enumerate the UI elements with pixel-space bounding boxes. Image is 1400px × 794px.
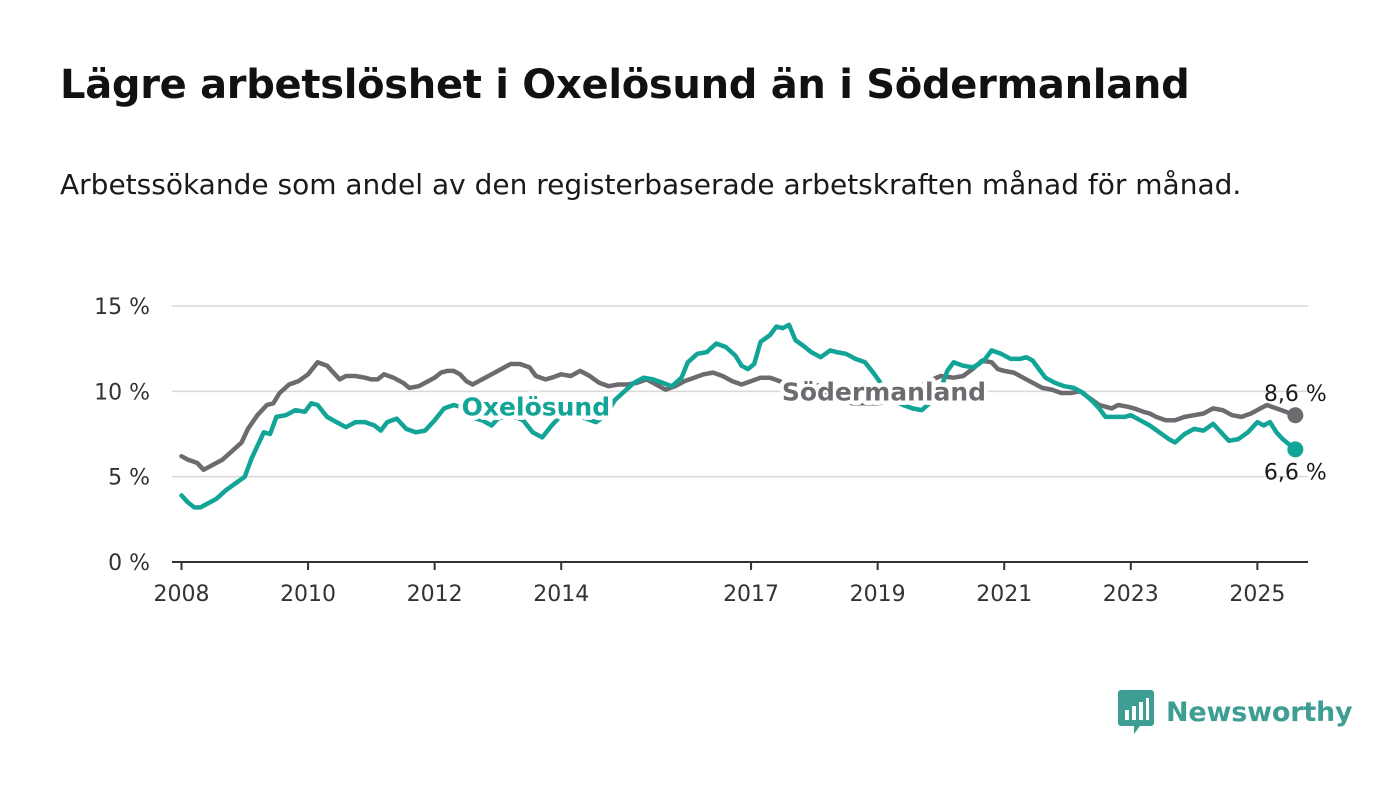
- brand-logo: Newsworthy: [1118, 690, 1353, 734]
- label-layer: OxelösundOxelösundSödermanlandSödermanla…: [457, 373, 1327, 486]
- series-line-s-dermanland: [179, 358, 1298, 473]
- x-tick-label: 2008: [153, 582, 209, 607]
- y-tick-label: 15 %: [94, 295, 150, 320]
- series-line-oxel-sund: [179, 322, 1298, 510]
- x-tick-label: 2012: [407, 582, 463, 607]
- end-value-label: 8,6 %: [1264, 382, 1327, 407]
- newsworthy-logo-icon: [1118, 690, 1154, 734]
- chart-title: Lägre arbetslöshet i Oxelösund än i Söde…: [60, 62, 1190, 108]
- series-label-oxel-sund: Oxelösund: [462, 393, 610, 422]
- grid-layer: [172, 305, 1308, 478]
- x-tick-label: 2021: [976, 582, 1032, 607]
- axis-layer: 0 % 5 % 10 % 15 % 2008 2010 2012 2014 2017 2019 20…: [94, 295, 1308, 607]
- x-tick-label: 2025: [1229, 582, 1285, 607]
- end-value-label: 6,6 %: [1264, 460, 1327, 485]
- y-tick-label: 10 %: [94, 380, 150, 405]
- series-layer: [179, 322, 1304, 510]
- x-tick-label: 2014: [533, 582, 589, 607]
- series-label-halo-s-dermanland: Södermanland: [782, 377, 986, 406]
- series-label-halo-oxel-sund: Oxelösund: [462, 393, 610, 422]
- series-label-s-dermanland: Södermanland: [782, 377, 986, 406]
- chart-subtitle: Arbetssökande som andel av den registerb…: [60, 168, 1242, 201]
- x-tick-label: 2017: [723, 582, 779, 607]
- end-point-s-dermanland: [1287, 407, 1304, 424]
- y-tick-label: 5 %: [108, 466, 150, 491]
- x-tick-label: 2010: [280, 582, 336, 607]
- end-point-oxel-sund: [1287, 441, 1304, 458]
- y-tick-label: 0 %: [108, 551, 150, 576]
- brand-name: Newsworthy: [1166, 696, 1353, 728]
- x-tick-label: 2023: [1103, 582, 1159, 607]
- x-tick-label: 2019: [850, 582, 906, 607]
